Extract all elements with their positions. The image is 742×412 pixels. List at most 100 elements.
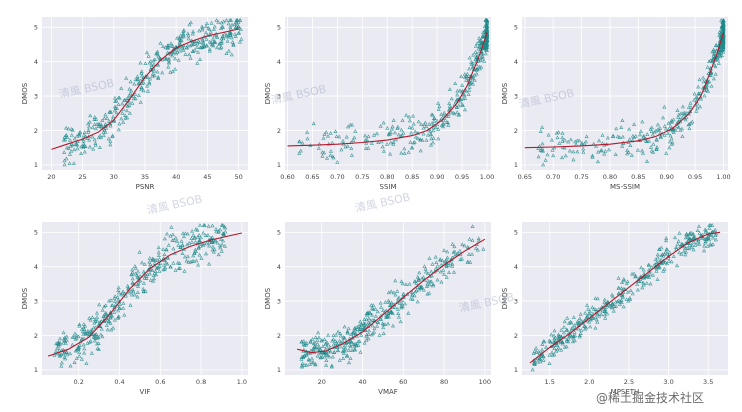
scatter-point — [152, 68, 157, 73]
scatter-point — [577, 138, 582, 143]
scatter-point — [439, 262, 444, 267]
scatter-point — [189, 42, 194, 47]
scatter-point — [148, 59, 153, 63]
scatter-point — [460, 242, 465, 246]
scatter-point — [216, 229, 221, 234]
scatter-point — [86, 124, 92, 129]
credit-text: @稀土掘金技术社区 — [596, 390, 704, 405]
scatter-point — [408, 140, 413, 144]
scatter-point — [89, 329, 94, 334]
scatter-point — [593, 315, 598, 319]
scatter-point — [325, 353, 330, 357]
scatter-point — [207, 261, 212, 266]
scatter-point — [446, 263, 451, 267]
y-tick-label: 1 — [514, 161, 518, 169]
scatter-point — [221, 36, 226, 41]
scatter-point — [484, 28, 490, 33]
y-tick-label: 3 — [514, 92, 518, 100]
scatter-point — [129, 272, 134, 276]
scatter-point — [474, 68, 479, 72]
scatter-point — [95, 334, 100, 339]
scatter-point — [341, 356, 346, 360]
scatter-point — [68, 363, 73, 368]
scatter-point — [237, 18, 243, 22]
scatter-point — [632, 271, 637, 276]
scatter-point — [184, 45, 189, 50]
scatter-point — [648, 271, 653, 276]
scatter-point — [451, 250, 456, 254]
scatter-point — [214, 18, 219, 22]
scatter-point — [470, 81, 476, 86]
scatter-point — [77, 322, 82, 326]
scatter-point — [635, 282, 640, 286]
scatter-point — [669, 142, 674, 146]
scatter-point — [716, 61, 721, 65]
scatter-point — [635, 287, 640, 292]
scatter-point — [86, 121, 91, 126]
scatter-point — [61, 330, 66, 335]
scatter-point — [326, 141, 331, 146]
scatter-point — [480, 56, 485, 61]
scatter-point — [562, 344, 567, 349]
scatter-point — [200, 25, 205, 30]
scatter-point — [447, 106, 452, 111]
y-tick-label: 2 — [514, 127, 518, 135]
scatter-point — [626, 298, 631, 303]
scatter-point — [660, 115, 666, 120]
scatter-point — [698, 96, 704, 101]
scatter-point — [593, 307, 598, 312]
scatter-point — [702, 248, 707, 253]
scatter-point — [70, 127, 75, 132]
scatter-point — [83, 144, 88, 148]
scatter-point — [399, 127, 404, 132]
scatter-point — [300, 364, 305, 369]
scatter-point — [228, 26, 233, 31]
scatter-point — [315, 353, 320, 358]
scatter-point — [363, 137, 368, 142]
scatter-point — [598, 148, 603, 153]
scatter-point — [472, 73, 477, 77]
scatter-point — [116, 285, 121, 290]
scatter-point — [367, 321, 372, 325]
scatter-point — [421, 275, 426, 279]
scatter-point — [192, 236, 197, 240]
scatter-point — [537, 351, 542, 355]
scatter-point — [531, 351, 536, 355]
scatter-point — [422, 122, 427, 126]
x-tick-label: 50 — [234, 173, 242, 181]
scatter-point — [568, 333, 573, 337]
scatter-point — [689, 245, 694, 250]
scatter-point — [429, 121, 434, 126]
scatter-point — [65, 135, 70, 139]
scatter-point — [445, 255, 450, 260]
scatter-point — [147, 60, 152, 65]
scatter-points — [297, 18, 490, 164]
scatter-point — [554, 349, 559, 353]
scatter-point — [703, 229, 708, 234]
scatter-point — [398, 319, 403, 324]
scatter-point — [393, 305, 398, 309]
scatter-point — [197, 223, 203, 227]
scatter-point — [128, 91, 133, 96]
scatter-point — [135, 284, 141, 288]
scatter-point — [704, 87, 709, 92]
scatter-point — [358, 319, 363, 324]
y-tick-label: 5 — [34, 229, 38, 237]
scatter-point — [551, 333, 557, 338]
scatter-point — [552, 145, 557, 150]
scatter-point — [201, 243, 206, 247]
scatter-points — [530, 223, 719, 372]
scatter-point — [714, 231, 719, 236]
scatter-point — [147, 259, 152, 264]
scatter-point — [620, 118, 625, 122]
scatter-point — [370, 306, 375, 310]
scatter-point — [540, 125, 545, 129]
scatter-point — [146, 53, 151, 58]
scatter-point — [658, 126, 663, 130]
scatter-point — [552, 328, 557, 333]
scatter-point — [81, 332, 86, 336]
scatter-point — [550, 350, 555, 355]
scatter-point — [397, 295, 402, 300]
scatter-point — [713, 237, 718, 242]
scatter-point — [658, 134, 663, 138]
